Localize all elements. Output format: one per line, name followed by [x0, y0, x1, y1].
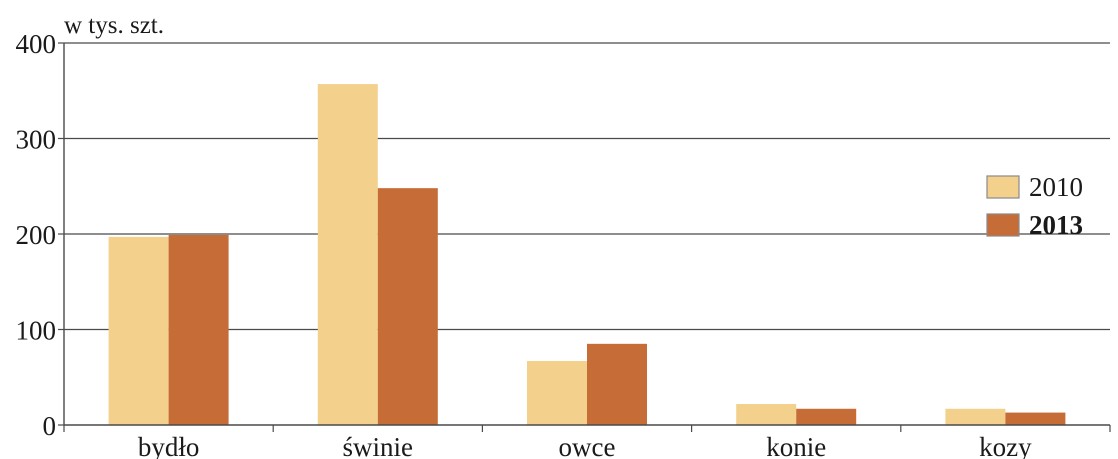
bar-2010-bydło: [108, 236, 169, 425]
x-tick-label: świnie: [343, 432, 414, 459]
x-tick-label: bydło: [138, 432, 200, 459]
legend-swatch-2013: [986, 213, 1020, 237]
y-tick-label: 200: [16, 220, 57, 250]
x-tick-label: konie: [766, 432, 826, 459]
bars: [108, 84, 1066, 425]
y-axis-unit-label: w tys. szt.: [64, 12, 164, 39]
legend-label-2013: 2013: [1029, 210, 1083, 240]
bar-2010-owce: [527, 361, 587, 425]
legend-swatch-2010: [986, 175, 1020, 199]
x-tick-label: owce: [559, 432, 616, 459]
x-tick-label: kozy: [979, 432, 1032, 459]
y-tick-labels: 0 100 200 300 400: [16, 29, 57, 441]
legend-label-2010: 2010: [1029, 172, 1083, 202]
y-tick-label: 0: [43, 411, 57, 441]
bar-2013-owce: [587, 343, 647, 425]
y-tick-label: 400: [16, 29, 57, 59]
bar-2010-kozy: [945, 408, 1006, 425]
bar-2013-bydło: [168, 234, 229, 425]
legend: 2010 2013: [986, 172, 1083, 240]
gridlines: [64, 42, 1110, 331]
bar-2013-świnie: [377, 188, 438, 425]
axes: [58, 42, 1111, 432]
bar-2013-kozy: [1005, 412, 1066, 425]
bar-2010-świnie: [317, 84, 378, 425]
x-tick-labels: bydło świnie owce konie kozy: [138, 432, 1032, 459]
bar-2013-konie: [796, 408, 857, 425]
y-tick-label: 300: [16, 125, 57, 155]
y-tick-label: 100: [16, 316, 57, 346]
bar-2010-konie: [736, 403, 797, 425]
